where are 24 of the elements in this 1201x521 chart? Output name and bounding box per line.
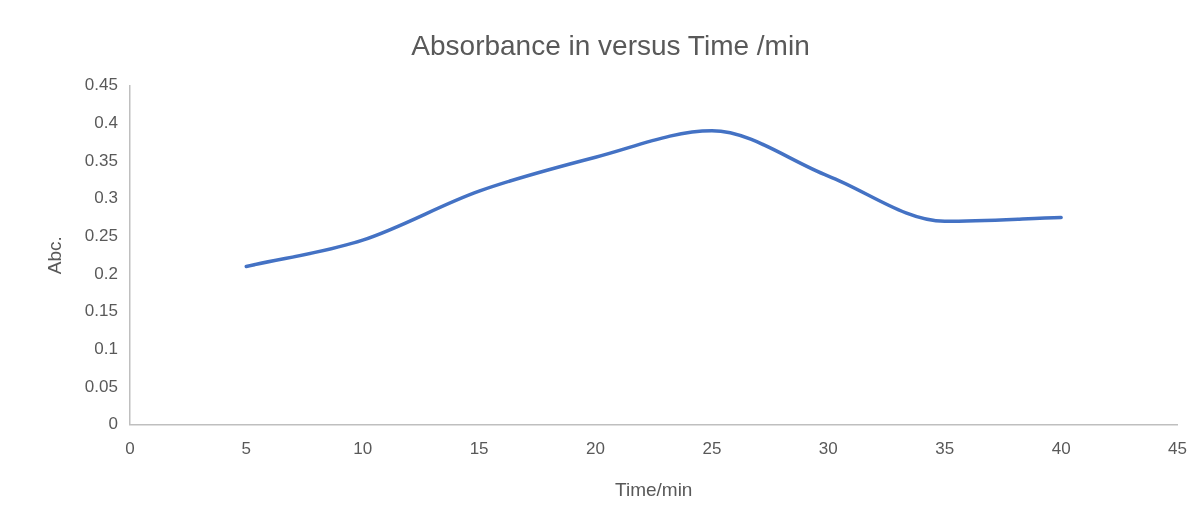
x-tick-label: 25	[702, 438, 722, 458]
y-tick-label: 0.05	[84, 376, 118, 396]
y-tick-label: 0.4	[94, 112, 118, 132]
y-axis-title: Abc.	[43, 236, 65, 275]
x-tick-label: 30	[818, 438, 838, 458]
chart-title: Absorbance in versus Time /min	[411, 29, 810, 61]
y-tick-label: 0.2	[94, 263, 118, 283]
x-tick-label: 0	[125, 438, 135, 458]
x-tick-label: 40	[1051, 438, 1071, 458]
x-tick-label: 20	[586, 438, 605, 458]
x-axis-title: Time/min	[615, 478, 693, 500]
y-tick-label: 0.3	[94, 188, 118, 208]
y-tick-label: 0.45	[84, 75, 118, 95]
x-tick-label: 45	[1168, 438, 1188, 458]
line-series	[244, 129, 1063, 269]
y-tick-label: 0.35	[84, 150, 118, 170]
x-tick-label: 10	[353, 438, 373, 458]
y-tick-label: 0.1	[94, 339, 118, 359]
x-tick-label: 15	[469, 438, 489, 458]
y-tick-label: 0.15	[84, 301, 118, 321]
y-tick-label: 0.25	[84, 226, 118, 246]
x-tick-label: 5	[241, 438, 252, 458]
x-tick-label: 35	[935, 438, 955, 458]
y-tick-label: 0	[108, 414, 118, 434]
